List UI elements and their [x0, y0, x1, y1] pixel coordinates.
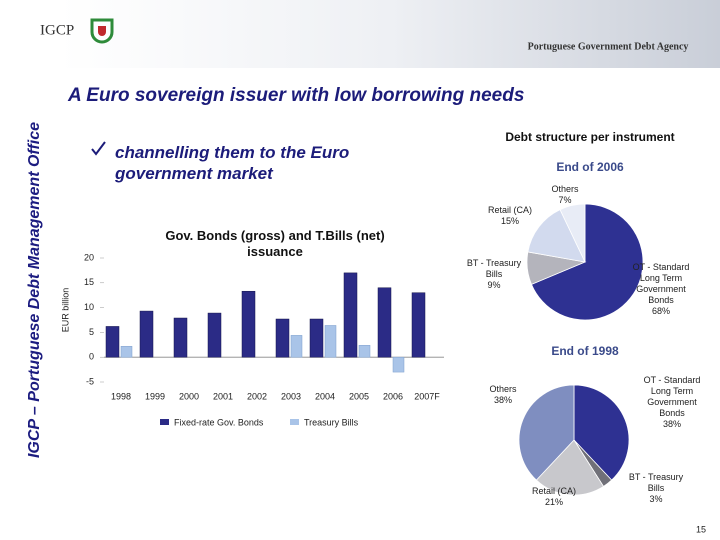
y-tick-label: 0 [89, 352, 94, 362]
pie-title: End of 2006 [556, 160, 624, 174]
pie-label: Others [551, 184, 579, 194]
bar [139, 310, 154, 358]
pie-slice [530, 203, 644, 321]
chart-title: Gov. Bonds (gross) and T.Bills (net) iss… [165, 228, 385, 259]
x-tick-label: 1999 [145, 391, 165, 401]
pie-label: Retail (CA) [487, 205, 532, 215]
pie-label: BT - Treasury Bills [628, 472, 684, 493]
pie-slice [518, 384, 575, 481]
legend-label: Treasury Bills [304, 417, 359, 427]
pie-value-label: 9% [487, 280, 501, 290]
x-tick-label: 2002 [247, 391, 267, 401]
check-icon [91, 141, 106, 156]
bar [207, 312, 222, 358]
bar [120, 346, 133, 358]
pie-slice [559, 203, 586, 263]
sidebar-text: IGCP – Portuguese Debt Management Office [26, 122, 43, 458]
bar [392, 356, 405, 373]
legend-swatch [160, 419, 169, 425]
sidebar [0, 0, 52, 540]
bar [343, 272, 358, 358]
pie-value-label: 15% [500, 216, 519, 226]
bar [411, 292, 426, 358]
pie-label: OT - Standard Long Term Government Bonds [643, 375, 701, 418]
x-tick-label: 1998 [111, 391, 131, 401]
pie-label: BT - Treasury Bills [466, 258, 522, 279]
bar [173, 317, 188, 358]
bar [241, 290, 256, 358]
bar [358, 345, 371, 358]
y-tick-label: -5 [86, 376, 94, 386]
y-axis-label: EUR billion [60, 288, 70, 333]
bar [377, 287, 392, 358]
x-tick-label: 2005 [349, 391, 369, 401]
x-tick-label: 2000 [179, 391, 199, 401]
bar [324, 325, 337, 358]
pie-slice [573, 384, 630, 481]
legend-label: Fixed-rate Gov. Bonds [174, 417, 264, 427]
pie-value-label: 38% [662, 419, 681, 429]
agency-name: Portuguese Government Debt Agency [528, 41, 689, 52]
logo-text: IGCP [40, 22, 74, 38]
x-tick-label: 2004 [315, 391, 335, 401]
pie-slice [527, 209, 586, 263]
slide-title: A Euro sovereign issuer with low borrowi… [67, 85, 524, 106]
x-tick-label: 2007F [414, 391, 440, 401]
x-tick-label: 2006 [383, 391, 403, 401]
legend-swatch [290, 419, 299, 425]
bar [290, 335, 303, 358]
section-title: Debt structure per instrument [505, 130, 674, 144]
bar [309, 318, 324, 358]
header-band [60, 0, 720, 68]
pie-slice [535, 439, 605, 496]
y-tick-label: 15 [84, 277, 94, 287]
pie-value-label: 21% [544, 497, 563, 507]
y-tick-label: 20 [84, 252, 94, 262]
logo-icon [90, 18, 114, 44]
bar [275, 318, 290, 358]
pie-value-label: 3% [649, 494, 663, 504]
bar [105, 326, 120, 358]
pie-value-label: 7% [558, 195, 572, 205]
pie-label: OT - Standard Long Term Government Bonds [632, 262, 690, 305]
pie-title: End of 1998 [551, 344, 619, 358]
y-tick-label: 10 [84, 302, 94, 312]
pie-value-label: 38% [493, 395, 512, 405]
bullet-text: channelling them to the Euro government … [115, 143, 350, 183]
pie-value-label: 68% [651, 306, 670, 316]
page-number: 15 [696, 524, 706, 534]
y-tick-label: 5 [89, 327, 94, 337]
x-tick-label: 2001 [213, 391, 233, 401]
pie-label: Retail (CA) [531, 486, 576, 496]
pie-label: Others [489, 384, 517, 394]
x-tick-label: 2003 [281, 391, 301, 401]
